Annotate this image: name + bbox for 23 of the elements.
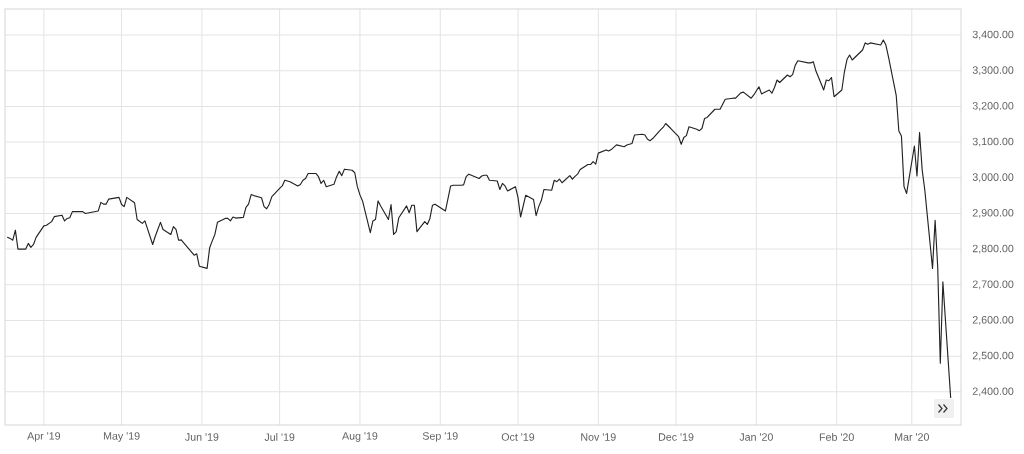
y-tick-label: 2,500.00: [972, 351, 1014, 361]
x-tick-label: Dec '19: [658, 433, 694, 441]
x-tick-label: Aug '19: [342, 432, 378, 442]
y-tick-label: 3,200.00: [972, 101, 1014, 111]
x-tick-label: Jan '20: [739, 433, 773, 441]
y-tick-label: 3,300.00: [972, 66, 1014, 76]
x-tick-label: Jul '19: [264, 433, 295, 441]
y-tick-label: 2,600.00: [972, 316, 1014, 325]
y-tick-label: 3,000.00: [972, 173, 1014, 183]
y-tick-label: 2,900.00: [972, 209, 1014, 218]
x-tick-label: Nov '19: [581, 433, 616, 441]
y-tick-label: 3,400.00: [972, 30, 1014, 40]
y-tick-label: 3,100.00: [972, 137, 1014, 147]
y-tick-label: 2,400.00: [972, 387, 1014, 397]
x-tick-label: Mar '20: [895, 433, 929, 441]
x-tick-label: May '19: [103, 432, 140, 442]
x-tick-label: Jun '19: [185, 433, 219, 441]
x-tick-label: Oct '19: [501, 433, 535, 441]
y-tick-label: 2,700.00: [972, 280, 1014, 290]
x-tick-label: Feb '20: [819, 433, 854, 441]
x-tick-label: Sep '19: [422, 432, 458, 442]
x-tick-label: Apr '19: [27, 432, 61, 442]
y-tick-label: 2,800.00: [972, 244, 1014, 254]
